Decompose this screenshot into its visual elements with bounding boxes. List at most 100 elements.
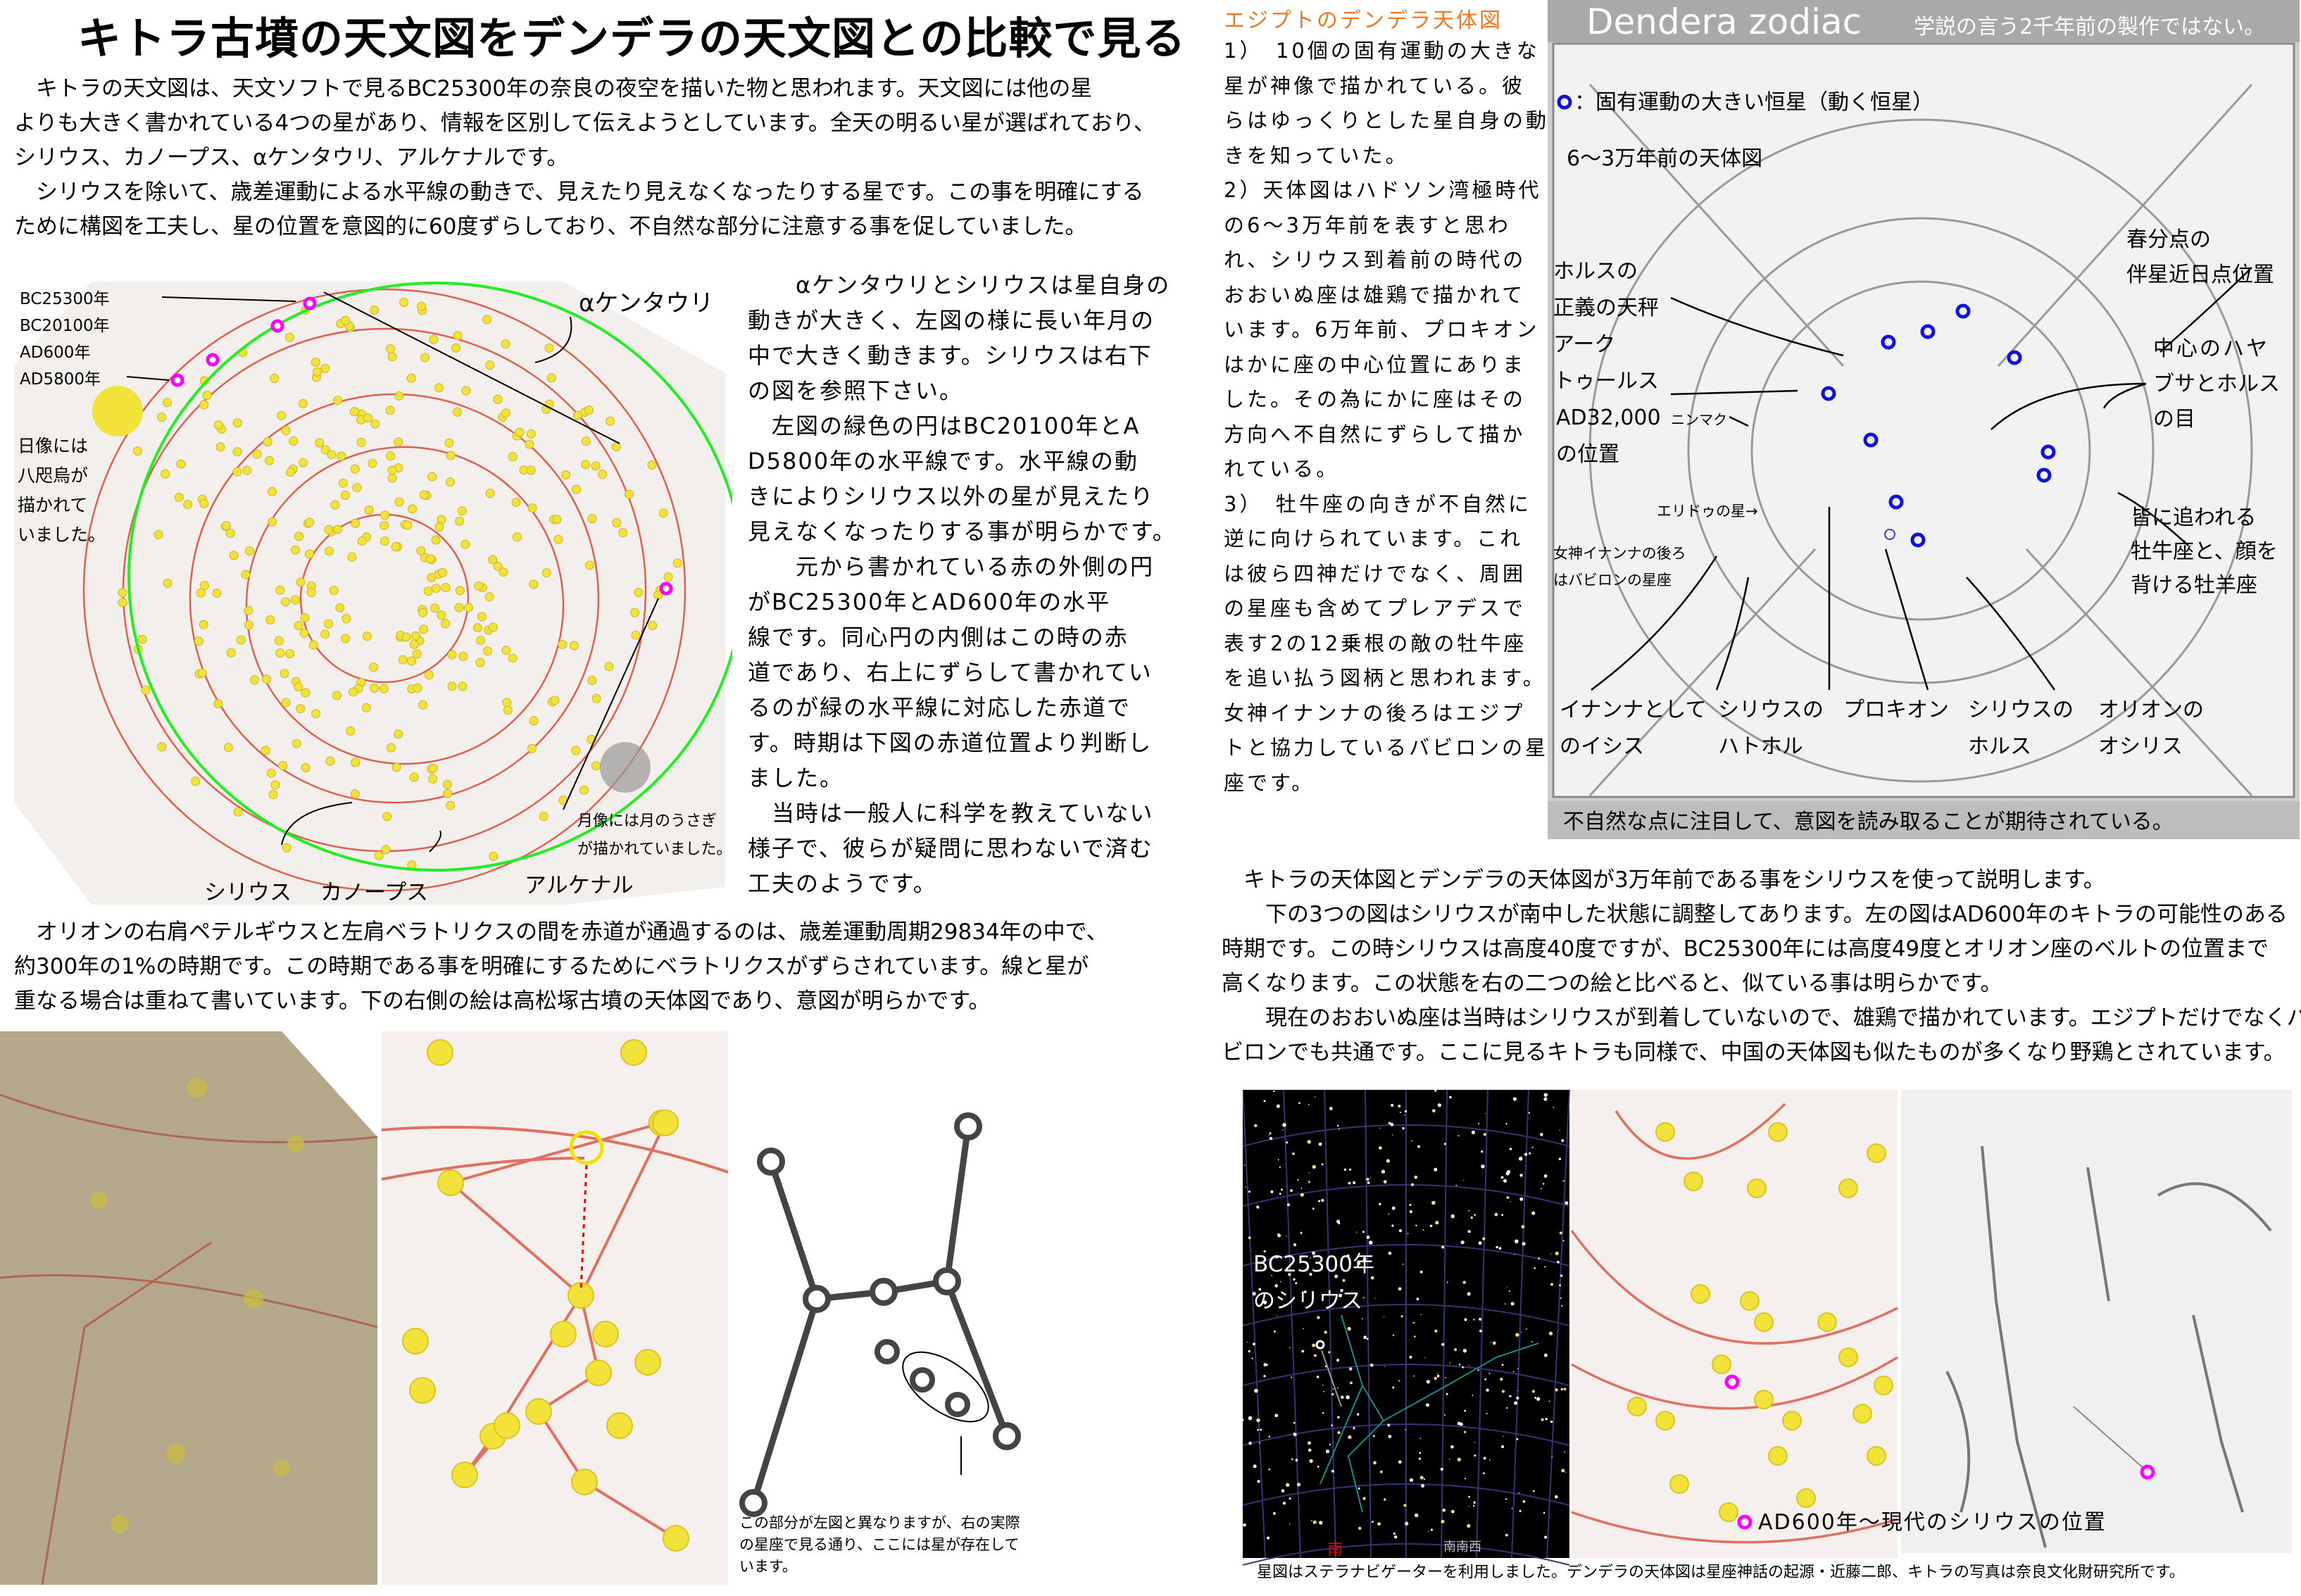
sun-image	[92, 386, 143, 436]
star	[1391, 1224, 1394, 1227]
star-dot	[541, 568, 551, 578]
star-dot	[387, 352, 397, 362]
star	[1317, 1465, 1319, 1468]
svg-text:ハトホル: ハトホル	[1718, 734, 1803, 759]
star-dot	[558, 639, 568, 649]
star	[1316, 1376, 1319, 1378]
sirius-year-label: のシリウス	[1253, 1288, 1362, 1314]
text-line: αケンタウリとシリウスは星自身の	[748, 272, 1171, 299]
star-dot	[526, 429, 536, 439]
star-dot	[306, 588, 316, 598]
intro-text: キトラの天文図は、天文ソフトで見るBC25300年の奈良の夜空を描いた物と思われ…	[14, 72, 1155, 244]
legend-marker-icon	[1557, 94, 1572, 110]
star-dot	[223, 743, 233, 753]
star	[1254, 1388, 1258, 1393]
star	[1421, 1484, 1425, 1488]
star-dot	[591, 761, 601, 771]
star	[1358, 1526, 1362, 1530]
star	[1369, 1363, 1374, 1367]
star-dot	[553, 534, 563, 544]
star	[1297, 1179, 1299, 1181]
star-dot	[265, 615, 275, 624]
star	[1274, 1330, 1276, 1333]
star-dot	[402, 1328, 429, 1355]
star-dot	[300, 612, 310, 622]
star	[1488, 1372, 1491, 1374]
star-dot	[311, 709, 320, 719]
star-dot	[346, 726, 356, 736]
star-dot	[299, 628, 309, 638]
egypt-heading: エジプトのデンデラ天体図	[1224, 8, 1503, 33]
orion-caption: の星座で見る通り、ここには星が存在して	[739, 1536, 1020, 1553]
south-label: 南	[1327, 1541, 1343, 1559]
grid-line	[1283, 1090, 1301, 1559]
text-line: 座です。	[1224, 770, 1315, 795]
star-dot	[370, 684, 380, 693]
star	[1300, 1188, 1303, 1189]
equator-ring	[82, 288, 686, 892]
star	[1477, 1122, 1480, 1124]
star	[1479, 1329, 1482, 1333]
star	[1258, 1442, 1260, 1444]
svg-text:シリウスの: シリウスの	[1968, 698, 2074, 722]
star-dot	[406, 373, 416, 383]
orion-line: オリオンの右肩ペテルギウスと左肩ベラトリクスの間を赤道が通過するのは、歳差運動周…	[14, 919, 1108, 945]
star	[1297, 1483, 1300, 1487]
star	[1484, 1378, 1486, 1381]
star-dot	[335, 603, 345, 612]
star	[1534, 1267, 1536, 1269]
star-dot	[475, 658, 485, 667]
star-dot	[606, 416, 615, 426]
star-dot	[385, 406, 395, 415]
star	[1420, 1314, 1422, 1316]
star-dot	[229, 551, 239, 560]
star	[1436, 1374, 1440, 1378]
star	[1443, 1143, 1447, 1145]
star	[1373, 1461, 1377, 1465]
star-dot	[1754, 1390, 1774, 1409]
star-dot	[482, 646, 492, 656]
star	[1346, 1254, 1350, 1257]
star-dot	[648, 621, 658, 630]
star	[1256, 1205, 1260, 1209]
star-dot	[183, 500, 193, 509]
star-dot	[324, 546, 334, 556]
star-dot	[320, 363, 330, 373]
text-line: 3） 牡牛座の向きが不自然に	[1224, 491, 1531, 516]
star	[1518, 1492, 1520, 1494]
star-dot	[419, 624, 429, 634]
kitora-explanation: αケンタウリとシリウスは星自身の 動きが大きく、左図の様に長い年月の 中で大きく動き…	[748, 268, 1177, 901]
star	[1403, 1504, 1407, 1507]
star-dot	[242, 465, 252, 475]
star-dot	[356, 437, 366, 447]
star-dot	[412, 649, 422, 659]
star-dot	[351, 758, 360, 767]
text-line: の6～3万年前を表すと思わ	[1224, 213, 1511, 237]
star-dot	[380, 520, 389, 530]
star-dot	[1747, 1179, 1767, 1198]
svg-text:プロキオン: プロキオン	[1843, 698, 1949, 722]
svg-text:トゥールス: トゥールス	[1553, 369, 1659, 394]
star-dot	[579, 785, 589, 795]
star	[1555, 1251, 1559, 1255]
orion-caption: この部分が左図と異なりますが、右の実際	[739, 1514, 1020, 1531]
star-dot	[380, 510, 390, 520]
star	[1492, 1341, 1496, 1345]
star	[1362, 1318, 1363, 1320]
star-dot	[437, 610, 446, 620]
star	[1393, 1532, 1396, 1535]
star-dot	[620, 1039, 647, 1066]
star-dot	[320, 629, 330, 639]
star	[1286, 1141, 1289, 1144]
star-dot	[232, 418, 242, 428]
star-dot	[438, 567, 447, 577]
star-dot	[337, 451, 346, 461]
star	[1559, 1231, 1562, 1235]
star	[1303, 1328, 1304, 1329]
star	[1555, 1495, 1558, 1499]
star	[1519, 1197, 1524, 1201]
text-line: 工夫のようです。	[748, 870, 937, 897]
star-dot	[585, 1359, 612, 1386]
star	[1544, 1266, 1546, 1268]
star	[1336, 1124, 1339, 1127]
